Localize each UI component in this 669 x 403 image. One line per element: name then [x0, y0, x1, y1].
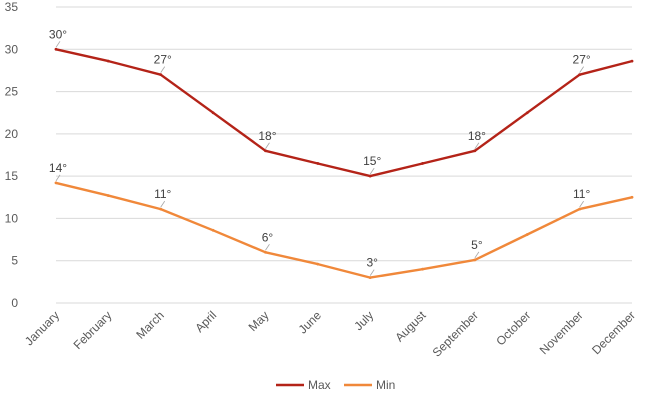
legend-label-max: Max — [308, 378, 331, 392]
label-leader — [160, 200, 166, 208]
label-leader — [369, 167, 375, 175]
y-axis-tick-labels: 0 5 10 15 20 25 30 35 — [5, 0, 19, 310]
data-point-min — [421, 267, 424, 271]
x-tick-label: September — [430, 308, 481, 359]
data-label-max: 27° — [573, 53, 591, 67]
data-point-max — [578, 73, 582, 77]
data-label-min: 11° — [573, 187, 590, 201]
data-point-min — [473, 258, 477, 262]
legend: Max Min — [276, 378, 395, 392]
data-label-max: 27° — [154, 53, 172, 67]
data-label-min: 6° — [262, 230, 274, 244]
data-point-max — [159, 73, 163, 77]
data-point-max — [630, 59, 634, 63]
data-label-min: 5° — [471, 238, 483, 252]
y-tick-label: 30 — [5, 42, 19, 56]
label-leader — [160, 66, 166, 73]
data-point-max — [525, 111, 529, 115]
data-label-max: 15° — [363, 154, 381, 168]
data-point-max — [264, 149, 267, 153]
label-leader — [474, 251, 480, 259]
label-leader — [265, 142, 270, 149]
x-tick-label: April — [192, 308, 219, 335]
y-tick-label: 35 — [5, 0, 19, 14]
data-label-min: 11° — [154, 187, 171, 201]
series-line-min — [54, 181, 634, 279]
label-leader — [265, 244, 270, 251]
data-point-max — [106, 59, 110, 63]
x-tick-label: January — [22, 308, 62, 348]
data-label-max: 18° — [468, 129, 486, 143]
data-point-max — [473, 149, 477, 153]
series-line-max — [54, 48, 634, 178]
label-leader — [579, 200, 584, 208]
label-leader — [55, 174, 61, 182]
data-point-min — [211, 228, 215, 232]
label-leader — [579, 66, 584, 73]
x-tick-label: May — [246, 308, 272, 334]
y-tick-label: 0 — [11, 296, 18, 310]
y-tick-label: 20 — [5, 127, 19, 141]
data-label-min: 14° — [49, 161, 67, 175]
y-tick-label: 25 — [5, 85, 19, 99]
y-tick-label: 10 — [5, 211, 19, 225]
legend-label-min: Min — [376, 378, 395, 392]
x-axis-tick-labels: January February March April May June July Augu… — [22, 308, 638, 360]
data-point-min — [264, 250, 267, 254]
x-tick-label: August — [392, 308, 429, 345]
data-label-max: 30° — [49, 27, 67, 41]
label-leader — [369, 269, 375, 276]
data-point-min — [368, 276, 372, 280]
data-point-max — [316, 162, 320, 165]
x-tick-label: March — [133, 308, 166, 341]
data-point-min — [54, 181, 58, 185]
x-tick-label: July — [351, 308, 376, 333]
data-label-min: 3° — [366, 256, 378, 270]
data-point-max — [54, 47, 58, 51]
y-tick-label: 15 — [5, 169, 19, 183]
data-point-min — [316, 262, 320, 266]
series-lines — [54, 47, 634, 280]
data-label-max: 18° — [258, 129, 276, 143]
data-point-max — [421, 162, 424, 165]
data-point-min — [525, 233, 529, 236]
x-tick-label: October — [493, 308, 533, 348]
x-tick-label: February — [71, 308, 115, 352]
y-tick-label: 5 — [11, 254, 18, 268]
gridlines — [56, 6, 632, 304]
x-tick-label: November — [537, 308, 586, 357]
label-leader — [474, 142, 480, 149]
data-point-min — [106, 194, 110, 197]
x-tick-label: December — [589, 308, 638, 357]
data-point-min — [630, 195, 634, 199]
data-point-max — [211, 111, 215, 115]
data-point-max — [368, 174, 372, 178]
x-tick-label: June — [296, 308, 325, 337]
data-labels: 30° 27° 18° 15° 18° 27° 14° 11° 6° 3° 5° 11° — [49, 27, 591, 276]
data-point-min — [159, 207, 163, 211]
label-leader — [55, 41, 61, 48]
data-point-min — [578, 207, 582, 211]
